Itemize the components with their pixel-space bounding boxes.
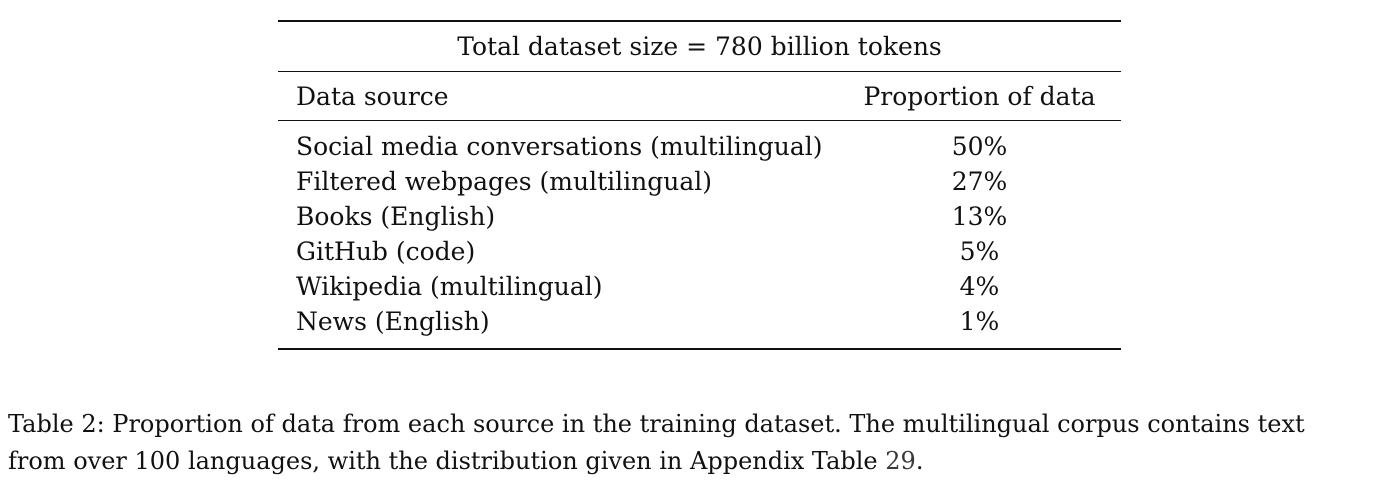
row-source: Social media conversations (multilingual… <box>296 132 823 161</box>
row-source: GitHub (code) <box>296 237 476 266</box>
caption-line-2-text: from over 100 languages, with the distri… <box>8 447 886 475</box>
row-proportion: 50% <box>951 132 1008 161</box>
row-proportion: 4% <box>959 272 1000 301</box>
table-row: Social media conversations (multilingual… <box>278 129 1121 164</box>
table-top-rule <box>278 20 1121 22</box>
table-bottom-rule <box>278 348 1121 350</box>
row-source: Books (English) <box>296 202 496 231</box>
table-caption: Table 2: Proportion of data from each so… <box>8 406 1398 480</box>
row-proportion: 5% <box>959 237 1000 266</box>
row-source: Filtered webpages (multilingual) <box>296 167 713 196</box>
table-header-rule <box>278 120 1121 121</box>
caption-line-1: Table 2: Proportion of data from each so… <box>8 410 1305 438</box>
data-source-table: Total dataset size = 780 billion tokens … <box>278 20 1121 350</box>
row-proportion: 13% <box>951 202 1008 231</box>
table-header-row: Data source Proportion of data <box>278 72 1121 120</box>
header-proportion: Proportion of data <box>863 81 1096 111</box>
row-source: News (English) <box>296 307 490 336</box>
table-row: Wikipedia (multilingual) 4% <box>278 269 1121 304</box>
table-row: News (English) 1% <box>278 304 1121 339</box>
row-proportion: 27% <box>951 167 1008 196</box>
row-source: Wikipedia (multilingual) <box>296 272 603 301</box>
table-body: Social media conversations (multilingual… <box>278 121 1121 348</box>
table-title: Total dataset size = 780 billion tokens <box>457 32 942 61</box>
header-data-source: Data source <box>296 81 449 111</box>
caption-line-2-end: . <box>915 447 924 475</box>
caption-line-2: from over 100 languages, with the distri… <box>8 443 1398 480</box>
table-row: Books (English) 13% <box>278 199 1121 234</box>
row-proportion: 1% <box>959 307 1000 336</box>
table-row: GitHub (code) 5% <box>278 234 1121 269</box>
table-title-rule <box>278 71 1121 72</box>
appendix-table-link[interactable]: 29 <box>885 447 916 475</box>
table-row: Filtered webpages (multilingual) 27% <box>278 164 1121 199</box>
